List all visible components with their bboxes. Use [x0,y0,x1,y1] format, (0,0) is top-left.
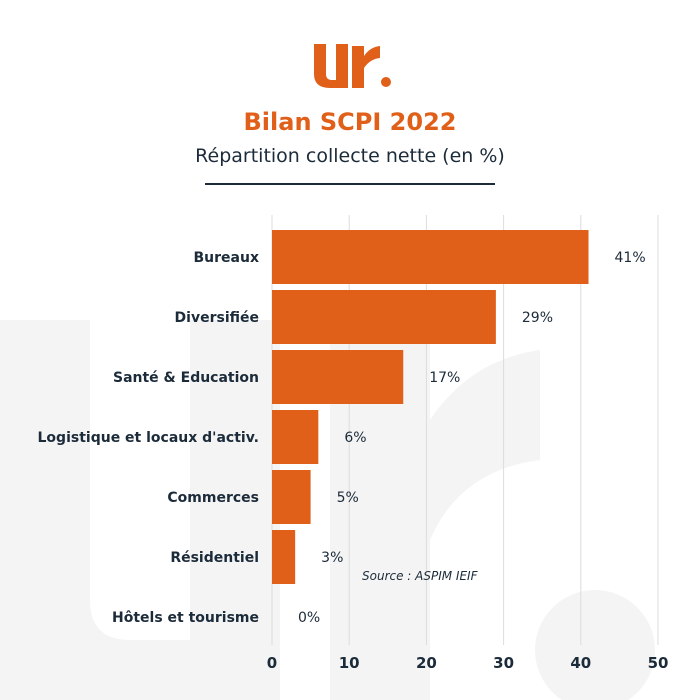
bar [272,230,589,284]
category-label: Logistique et locaux d'activ. [38,430,259,446]
category-label: Résidentiel [170,550,259,566]
data-label: 29% [522,310,553,326]
data-label: 3% [321,550,343,566]
category-label: Santé & Education [113,370,259,386]
category-label: Bureaux [194,250,259,266]
page-title: Bilan SCPI 2022 [243,108,457,136]
x-tick-label: 30 [493,654,514,672]
bar [272,410,319,464]
x-tick-label: 0 [267,654,277,672]
bar [272,470,311,524]
x-tick-label: 40 [570,654,591,672]
page-subtitle: Répartition collecte nette (en %) [195,145,505,167]
data-label: 0% [298,610,320,626]
bar [272,530,296,584]
data-label: 6% [344,430,366,446]
data-label: 5% [337,490,359,506]
source-note: Source : ASPIM IEIF [362,569,478,583]
category-label: Hôtels et tourisme [112,610,259,626]
category-label: Diversifiée [175,310,259,326]
data-label: 17% [429,370,460,386]
title-divider [205,183,495,185]
x-tick-label: 50 [648,654,669,672]
data-label: 41% [615,250,646,266]
x-tick-label: 10 [339,654,360,672]
brand-logo-icon [314,44,391,88]
category-label: Commerces [167,490,259,506]
x-tick-label: 20 [416,654,437,672]
bar [272,350,404,404]
bar [272,290,496,344]
